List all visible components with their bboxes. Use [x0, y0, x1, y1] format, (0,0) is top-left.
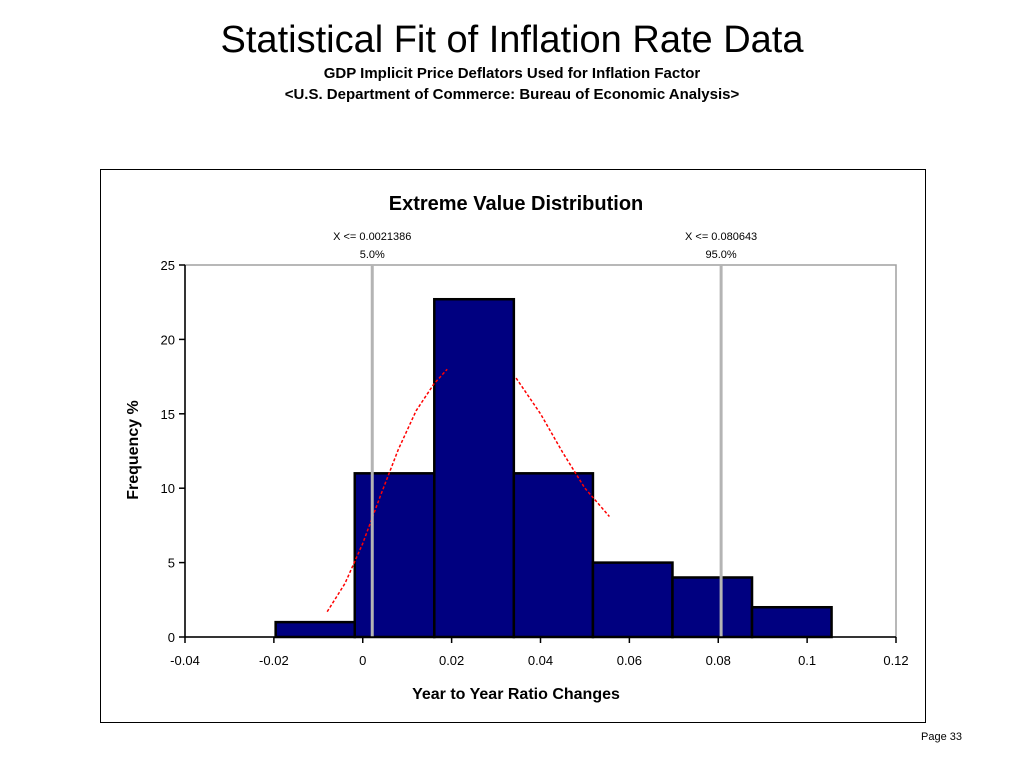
x-tick-label: 0 [359, 653, 366, 668]
y-tick-label: 0 [168, 630, 175, 645]
histogram-bar-7 [750, 605, 833, 639]
fit-curve-segment-2 [515, 377, 610, 517]
slide-source: <U.S. Department of Commerce: Bureau of … [284, 86, 740, 103]
histogram-bar-6 [671, 576, 754, 639]
histogram-bar-5 [591, 561, 674, 639]
histogram-bar-3 [433, 297, 516, 639]
x-tick-label: 0.06 [617, 653, 642, 668]
histogram-chart: Extreme Value Distribution Year to Year … [125, 193, 909, 703]
x-tick-label: 0.1 [798, 653, 816, 668]
percentile-marker-label-2: X <= 0.080643 [685, 231, 757, 243]
x-tick-label: 0.02 [439, 653, 464, 668]
fit-curve-segment-1 [326, 368, 448, 613]
y-tick-label: 15 [161, 407, 175, 422]
histogram-bar-4 [512, 472, 595, 639]
chart-frame: Extreme Value Distribution Year to Year … [100, 169, 926, 723]
page-number: Page 33 [921, 731, 962, 743]
chart-title: Extreme Value Distribution [389, 193, 644, 215]
x-tick-label: 0.04 [528, 653, 553, 668]
histogram-bar-1 [274, 620, 357, 639]
y-tick-label: 20 [161, 332, 175, 347]
y-tick-label: 25 [161, 258, 175, 273]
histogram-bar-2 [353, 472, 436, 639]
percentile-marker-label-1: X <= 0.0021386 [333, 231, 411, 243]
slide-title: Statistical Fit of Inflation Rate Data [220, 19, 804, 61]
percentile-marker-percent-2: 95.0% [706, 249, 737, 261]
y-axis-label: Frequency % [125, 400, 142, 500]
x-tick-label: 0.08 [706, 653, 731, 668]
x-tick-label: 0.12 [883, 653, 908, 668]
y-tick-label: 5 [168, 556, 175, 571]
slide-subtitle: GDP Implicit Price Deflators Used for In… [323, 65, 701, 82]
x-axis-label: Year to Year Ratio Changes [412, 686, 620, 703]
percentile-marker-percent-1: 5.0% [360, 249, 385, 261]
x-tick-label: -0.04 [170, 653, 200, 668]
y-tick-label: 10 [161, 481, 175, 496]
x-tick-label: -0.02 [259, 653, 289, 668]
